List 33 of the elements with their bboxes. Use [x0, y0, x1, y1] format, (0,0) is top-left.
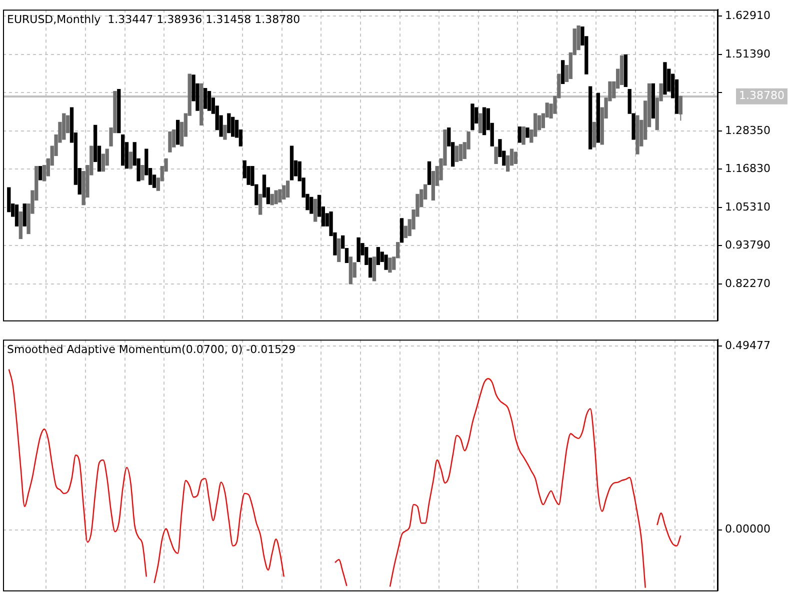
candlestick [117, 88, 121, 134]
candlestick [128, 152, 133, 169]
candlestick [274, 190, 278, 204]
candlestick [313, 198, 318, 222]
candlestick [310, 196, 314, 214]
y-tick-label: 1.16830 [725, 162, 770, 176]
chart-title: Smoothed Adaptive Momentum(0.0700, 0) -0.01529 [7, 342, 296, 356]
candlestick [518, 126, 522, 143]
candlestick [478, 113, 482, 134]
candlestick [258, 194, 262, 215]
y-tick-label: 0.49477 [725, 338, 770, 352]
candlestick [522, 126, 526, 145]
y-tick-label: 1.28350 [725, 124, 770, 137]
ref-line-label: 1.38780 [739, 89, 784, 102]
candlestick [62, 113, 66, 140]
y-tick-label: 1.62910 [725, 9, 770, 22]
candlestick [482, 107, 486, 136]
candlestick [526, 127, 530, 138]
y-tick-label: 0.93790 [725, 238, 770, 252]
candlestick [176, 120, 180, 145]
candlestick [120, 134, 125, 166]
y-tick-label: 0.00000 [725, 522, 770, 536]
chart-title: EURUSD,Monthly 1.33447 1.38936 1.31458 1.38780 [7, 12, 300, 26]
candlestick [223, 124, 227, 140]
candlestick [227, 113, 231, 134]
y-tick-label: 0.82270 [725, 276, 770, 290]
y-tick-label: 1.51390 [725, 47, 770, 60]
candlestick [290, 146, 294, 180]
candlestick [270, 194, 274, 206]
y-tick-label: 1.05310 [725, 200, 770, 214]
candlestick [230, 116, 235, 137]
candlestick [278, 189, 282, 203]
candlestick [596, 92, 600, 143]
